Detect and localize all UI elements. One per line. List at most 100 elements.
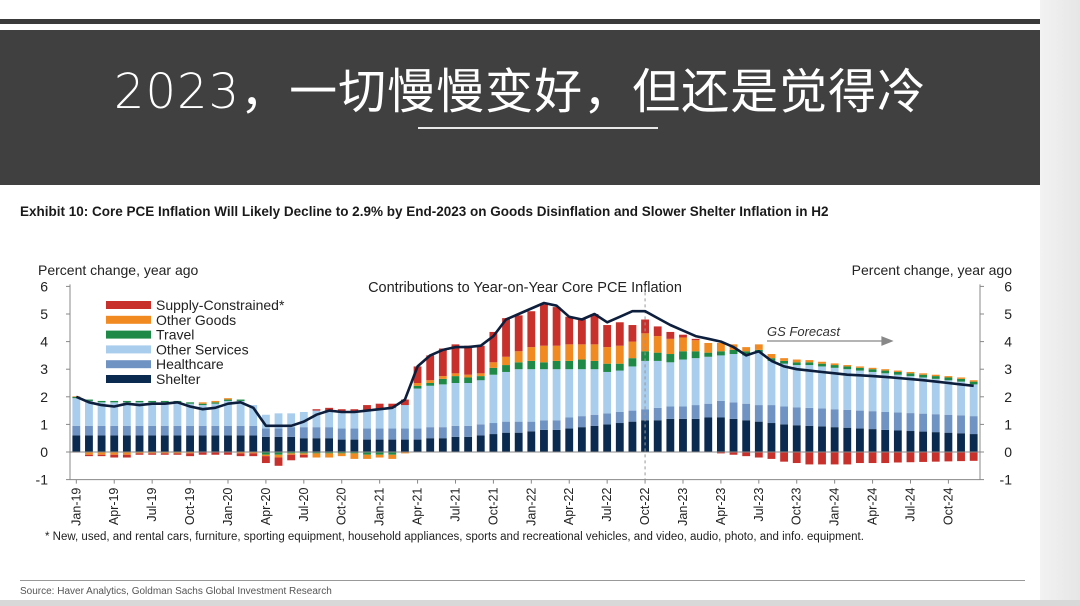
bar-other-goods [502, 356, 510, 366]
y-tick-label-left: 4 [40, 334, 48, 350]
x-tick-label: Jul-20 [297, 488, 311, 522]
bar-other-services [527, 369, 536, 422]
bar-other-services [552, 369, 561, 421]
bar-healthcare [540, 420, 548, 430]
bar-healthcare [615, 411, 624, 424]
x-tick-label: Oct-19 [183, 488, 197, 526]
bar-travel [742, 351, 751, 356]
bar-other-services [476, 380, 485, 425]
bar-supply-constrained- [906, 452, 915, 463]
bar-healthcare [413, 428, 422, 440]
bar-supply-constrained- [224, 452, 232, 455]
bar-shelter [881, 429, 890, 452]
bar-other-services [691, 358, 700, 406]
bar-other-goods [818, 361, 826, 364]
bar-other-services [274, 413, 283, 429]
bar-travel [944, 377, 953, 381]
bar-shelter [780, 424, 789, 452]
bar-supply-constrained- [792, 452, 801, 464]
bar-supply-constrained- [944, 452, 953, 462]
bar-other-services [742, 355, 751, 404]
bar-other-goods [805, 360, 814, 363]
bar-other-goods [792, 359, 801, 363]
bar-travel [893, 371, 902, 375]
bar-supply-constrained- [97, 454, 106, 457]
bar-shelter [603, 424, 612, 452]
bar-shelter [628, 421, 637, 452]
bar-shelter [413, 439, 422, 452]
bar-other-goods [527, 347, 536, 361]
y-tick-label-left: 0 [40, 444, 48, 460]
bar-healthcare [350, 428, 359, 440]
bar-shelter [540, 429, 548, 452]
bar-travel [577, 359, 586, 370]
legend-label: Supply-Constrained* [156, 297, 285, 313]
legend-label: Shelter [156, 371, 201, 387]
bar-other-goods [363, 454, 371, 459]
bar-travel [780, 360, 789, 364]
x-tick-label: Jan-20 [221, 488, 235, 526]
bar-travel [85, 399, 93, 401]
y-tick-label-left: 5 [40, 306, 48, 322]
bar-shelter [931, 432, 940, 452]
bar-supply-constrained- [438, 348, 447, 377]
bar-shelter [388, 439, 397, 452]
bar-supply-constrained- [85, 454, 93, 457]
bar-travel [312, 452, 321, 454]
bar-travel [590, 360, 599, 370]
bar-supply-constrained- [502, 318, 510, 357]
legend-swatch [106, 360, 151, 369]
bar-other-services [464, 383, 473, 426]
bar-healthcare [224, 425, 232, 436]
bar-other-services [122, 402, 131, 426]
y-label-right: Percent change, year ago [852, 262, 1013, 278]
bar-travel [969, 381, 978, 385]
bar-supply-constrained- [641, 319, 649, 334]
bar-other-services [375, 409, 384, 429]
bar-healthcare [577, 416, 586, 428]
bar-other-services [818, 366, 826, 409]
source-note: Source: Haver Analytics, Goldman Sachs G… [20, 586, 332, 597]
bar-healthcare [110, 425, 119, 436]
bar-other-services [350, 411, 359, 429]
bar-shelter [742, 420, 751, 452]
bar-other-goods [489, 362, 498, 368]
bar-other-services [401, 405, 409, 429]
bar-healthcare [148, 425, 157, 436]
bar-travel [856, 367, 864, 371]
bar-supply-constrained- [173, 453, 182, 455]
bar-travel [135, 400, 144, 403]
bar-other-services [85, 400, 93, 426]
bar-healthcare [97, 425, 106, 436]
bar-healthcare [502, 421, 510, 433]
bar-other-services [186, 403, 194, 426]
axes-group: -1 -1 0 0 1 1 2 2 3 3 4 4 5 5 6 6 Jan-19 Apr-19 Jul-19 Oct-… [36, 278, 1013, 525]
bar-shelter [148, 435, 157, 452]
bar-supply-constrained- [489, 331, 498, 363]
bar-shelter [868, 429, 877, 452]
bar-healthcare [969, 416, 978, 435]
x-tick-label: Apr-24 [866, 488, 880, 526]
bar-other-services [173, 402, 182, 426]
bar-shelter [160, 435, 169, 452]
bar-other-goods [85, 452, 93, 455]
bar-other-goods [350, 453, 359, 459]
bar-other-goods [919, 373, 928, 375]
bar-supply-constrained- [198, 452, 207, 455]
bar-other-services [97, 402, 106, 426]
bar-supply-constrained- [274, 457, 283, 466]
bar-healthcare [173, 425, 182, 436]
bar-travel [388, 452, 397, 455]
bar-other-services [767, 360, 776, 406]
bar-travel [110, 400, 119, 403]
bar-other-goods [679, 337, 687, 352]
forecast-arrow-icon [767, 336, 894, 346]
bar-shelter [426, 438, 435, 452]
bar-supply-constrained- [742, 452, 751, 457]
bar-supply-constrained- [805, 452, 814, 465]
bar-travel [261, 452, 270, 455]
bar-supply-constrained- [666, 331, 675, 339]
bar-other-goods [173, 452, 182, 454]
bar-other-services [577, 369, 586, 417]
